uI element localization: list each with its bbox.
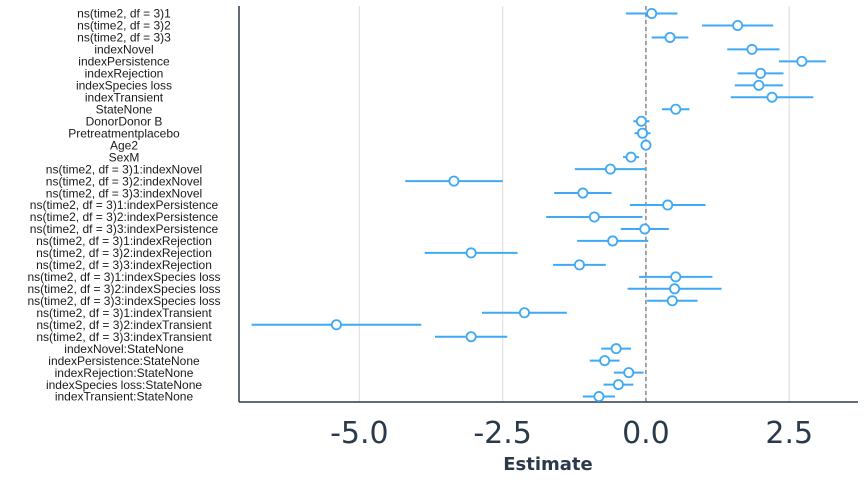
term-label: ns(time2, df = 3)2:indexPersistence	[30, 210, 219, 224]
term-label: indexSpecies loss	[76, 79, 172, 93]
estimate-point	[664, 31, 676, 43]
term-label: ns(time2, df = 3)1:indexRejection	[36, 234, 212, 248]
estimate-point	[330, 319, 342, 331]
term-label: ns(time2, df = 3)3:indexRejection	[36, 258, 212, 272]
estimate-point	[518, 307, 530, 319]
estimate-point	[666, 295, 678, 307]
estimate-point	[639, 223, 651, 235]
x-tick-labels: -5.0 -2.5 0.0 2.5	[330, 416, 813, 451]
term-label: ns(time2, df = 3)1:indexSpecies loss	[27, 270, 220, 284]
term-label: indexRejection:StateNone	[55, 366, 194, 380]
term-label: ns(time2, df = 3)2:indexRejection	[36, 246, 212, 260]
term-label: ns(time2, df = 3)2:indexTransient	[36, 318, 212, 332]
estimate-point	[640, 139, 652, 151]
estimate-point	[753, 79, 765, 91]
term-label: indexTransient:StateNone	[55, 390, 194, 404]
term-label: ns(time2, df = 3)3:indexNovel	[46, 186, 202, 200]
term-label: indexNovel:StateNone	[64, 342, 184, 356]
term-label: ns(time2, df = 3)3:indexTransient	[36, 330, 212, 344]
estimate-point	[604, 163, 616, 175]
term-label: indexRejection	[85, 67, 164, 81]
estimate-point	[593, 391, 605, 403]
term-label: ns(time2, df = 3)1:indexNovel	[46, 162, 202, 176]
term-labels: ns(time2, df = 3)1ns(time2, df = 3)2ns(t…	[27, 7, 220, 404]
estimate-point	[625, 151, 637, 163]
x-axis-title: Estimate	[503, 454, 593, 475]
term-label: ns(time2, df = 3)1	[77, 7, 171, 21]
estimate-point	[732, 19, 744, 31]
estimate-point	[636, 127, 648, 139]
axes	[238, 6, 858, 403]
term-label: DonorDonor B	[86, 114, 163, 128]
term-label: ns(time2, df = 3)1:indexPersistence	[30, 198, 219, 212]
estimate-point	[623, 367, 635, 379]
x-tick-label: 2.5	[765, 416, 813, 451]
term-label: indexSpecies loss:StateNone	[46, 378, 202, 392]
term-label: ns(time2, df = 3)3:indexSpecies loss	[27, 294, 220, 308]
estimate-marks	[251, 7, 826, 403]
term-label: ns(time2, df = 3)2:indexSpecies loss	[27, 282, 220, 296]
term-label: ns(time2, df = 3)3:indexPersistence	[30, 222, 219, 236]
estimate-point	[599, 355, 611, 367]
estimate-point	[448, 175, 460, 187]
estimate-point	[612, 379, 624, 391]
estimate-point	[607, 235, 619, 247]
term-label: indexPersistence	[78, 55, 170, 69]
estimate-point	[662, 199, 674, 211]
term-label: ns(time2, df = 3)2	[77, 19, 171, 33]
estimate-point	[755, 67, 767, 79]
estimate-point	[646, 7, 658, 19]
x-tick-label: -2.5	[473, 416, 532, 451]
term-label: SexM	[109, 150, 140, 164]
estimate-point	[577, 187, 589, 199]
x-tick-label: -5.0	[330, 416, 389, 451]
term-label: ns(time2, df = 3)1:indexTransient	[36, 306, 212, 320]
term-label: ns(time2, df = 3)2:indexNovel	[46, 174, 202, 188]
estimate-point	[746, 43, 758, 55]
estimate-point	[573, 259, 585, 271]
term-label: indexNovel	[94, 43, 153, 57]
estimate-point	[465, 331, 477, 343]
x-tick-label: 0.0	[622, 416, 670, 451]
term-label: Age2	[110, 138, 138, 152]
estimate-point	[588, 211, 600, 223]
estimate-point	[670, 271, 682, 283]
estimate-point	[610, 343, 622, 355]
estimate-point	[766, 91, 778, 103]
term-label: indexPersistence:StateNone	[48, 354, 200, 368]
estimate-point	[669, 283, 681, 295]
term-label: indexTransient	[85, 90, 164, 104]
grid-lines	[358, 6, 790, 402]
estimate-point	[465, 247, 477, 259]
term-label: ns(time2, df = 3)3	[77, 31, 171, 45]
term-label: Pretreatmentplacebo	[68, 126, 180, 140]
estimate-point	[635, 115, 647, 127]
estimate-point	[670, 103, 682, 115]
estimate-point	[796, 55, 808, 67]
term-label: StateNone	[96, 102, 153, 116]
